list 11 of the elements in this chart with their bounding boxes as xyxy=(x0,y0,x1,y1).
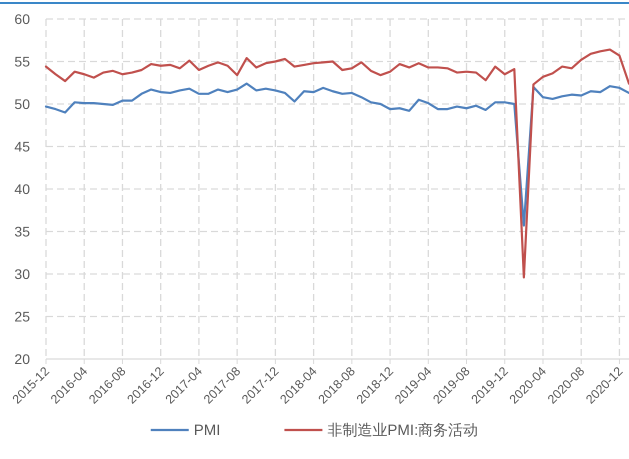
legend-label: PMI xyxy=(194,422,220,439)
y-tick-label: 40 xyxy=(14,181,30,197)
y-tick-label: 45 xyxy=(14,138,30,154)
y-tick-label: 20 xyxy=(14,351,30,367)
y-tick-label: 55 xyxy=(14,54,30,70)
y-tick-label: 25 xyxy=(14,308,30,324)
y-tick-label: 35 xyxy=(14,224,30,240)
legend-label: 非制造业PMI:商务活动 xyxy=(327,422,478,439)
y-tick-label: 50 xyxy=(14,96,30,112)
y-tick-label: 30 xyxy=(14,266,30,282)
y-tick-label: 60 xyxy=(14,11,30,27)
